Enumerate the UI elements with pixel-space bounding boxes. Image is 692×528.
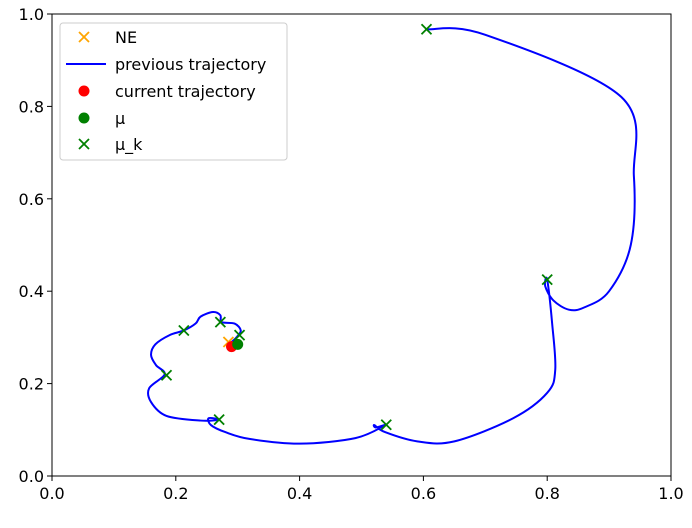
x-tick-label: 0.2 xyxy=(163,484,188,503)
legend-marker-mu xyxy=(78,112,90,124)
legend-label-current-trajectory: current trajectory xyxy=(115,82,256,101)
legend-label-mu: μ xyxy=(115,109,125,128)
legend-label-mu-k: μ_k xyxy=(115,135,143,155)
legend-marker-mu-k xyxy=(78,138,90,150)
legend-label-previous-trajectory: previous trajectory xyxy=(115,55,266,74)
x-tick-label: 1.0 xyxy=(658,484,683,503)
x-tick-label: 0.4 xyxy=(287,484,312,503)
legend-markers xyxy=(66,31,106,150)
mu-k-marker xyxy=(178,324,190,337)
mu-k-marker xyxy=(380,419,392,431)
mu-k-marker xyxy=(214,316,227,328)
legend-marker-current-trajectory xyxy=(78,85,90,97)
mu-k-marker xyxy=(160,369,173,381)
legend-marker-ne xyxy=(78,31,90,43)
y-tick-label: 0.4 xyxy=(19,282,44,301)
mu-k-marker xyxy=(420,23,433,35)
legend-box xyxy=(59,22,288,161)
y-tick-label: 0.6 xyxy=(19,190,44,209)
data-layer xyxy=(147,23,638,445)
previous-trajectory-line xyxy=(147,27,638,445)
mu-k-marker xyxy=(213,413,225,426)
mu-k-marker xyxy=(233,329,246,341)
mu-k-marker xyxy=(541,274,553,286)
y-tick-label: 0.8 xyxy=(19,97,44,116)
legend-label-ne: NE xyxy=(115,28,137,47)
x-tick-label: 0.0 xyxy=(39,484,64,503)
x-tick-label: 0.8 xyxy=(534,484,559,503)
mu-point xyxy=(232,338,244,350)
plot-frame xyxy=(51,13,672,477)
legend: NE previous trajectory current trajector… xyxy=(59,22,288,161)
y-tick-label: 0.2 xyxy=(19,375,44,394)
x-tick-label: 0.6 xyxy=(411,484,436,503)
y-tick-label: 0.0 xyxy=(19,467,44,486)
y-tick-label: 1.0 xyxy=(19,5,44,24)
axis-ticks: 0.0 0.2 0.4 0.6 0.8 1.0 0.0 0.2 0.4 0.6 … xyxy=(19,5,684,503)
